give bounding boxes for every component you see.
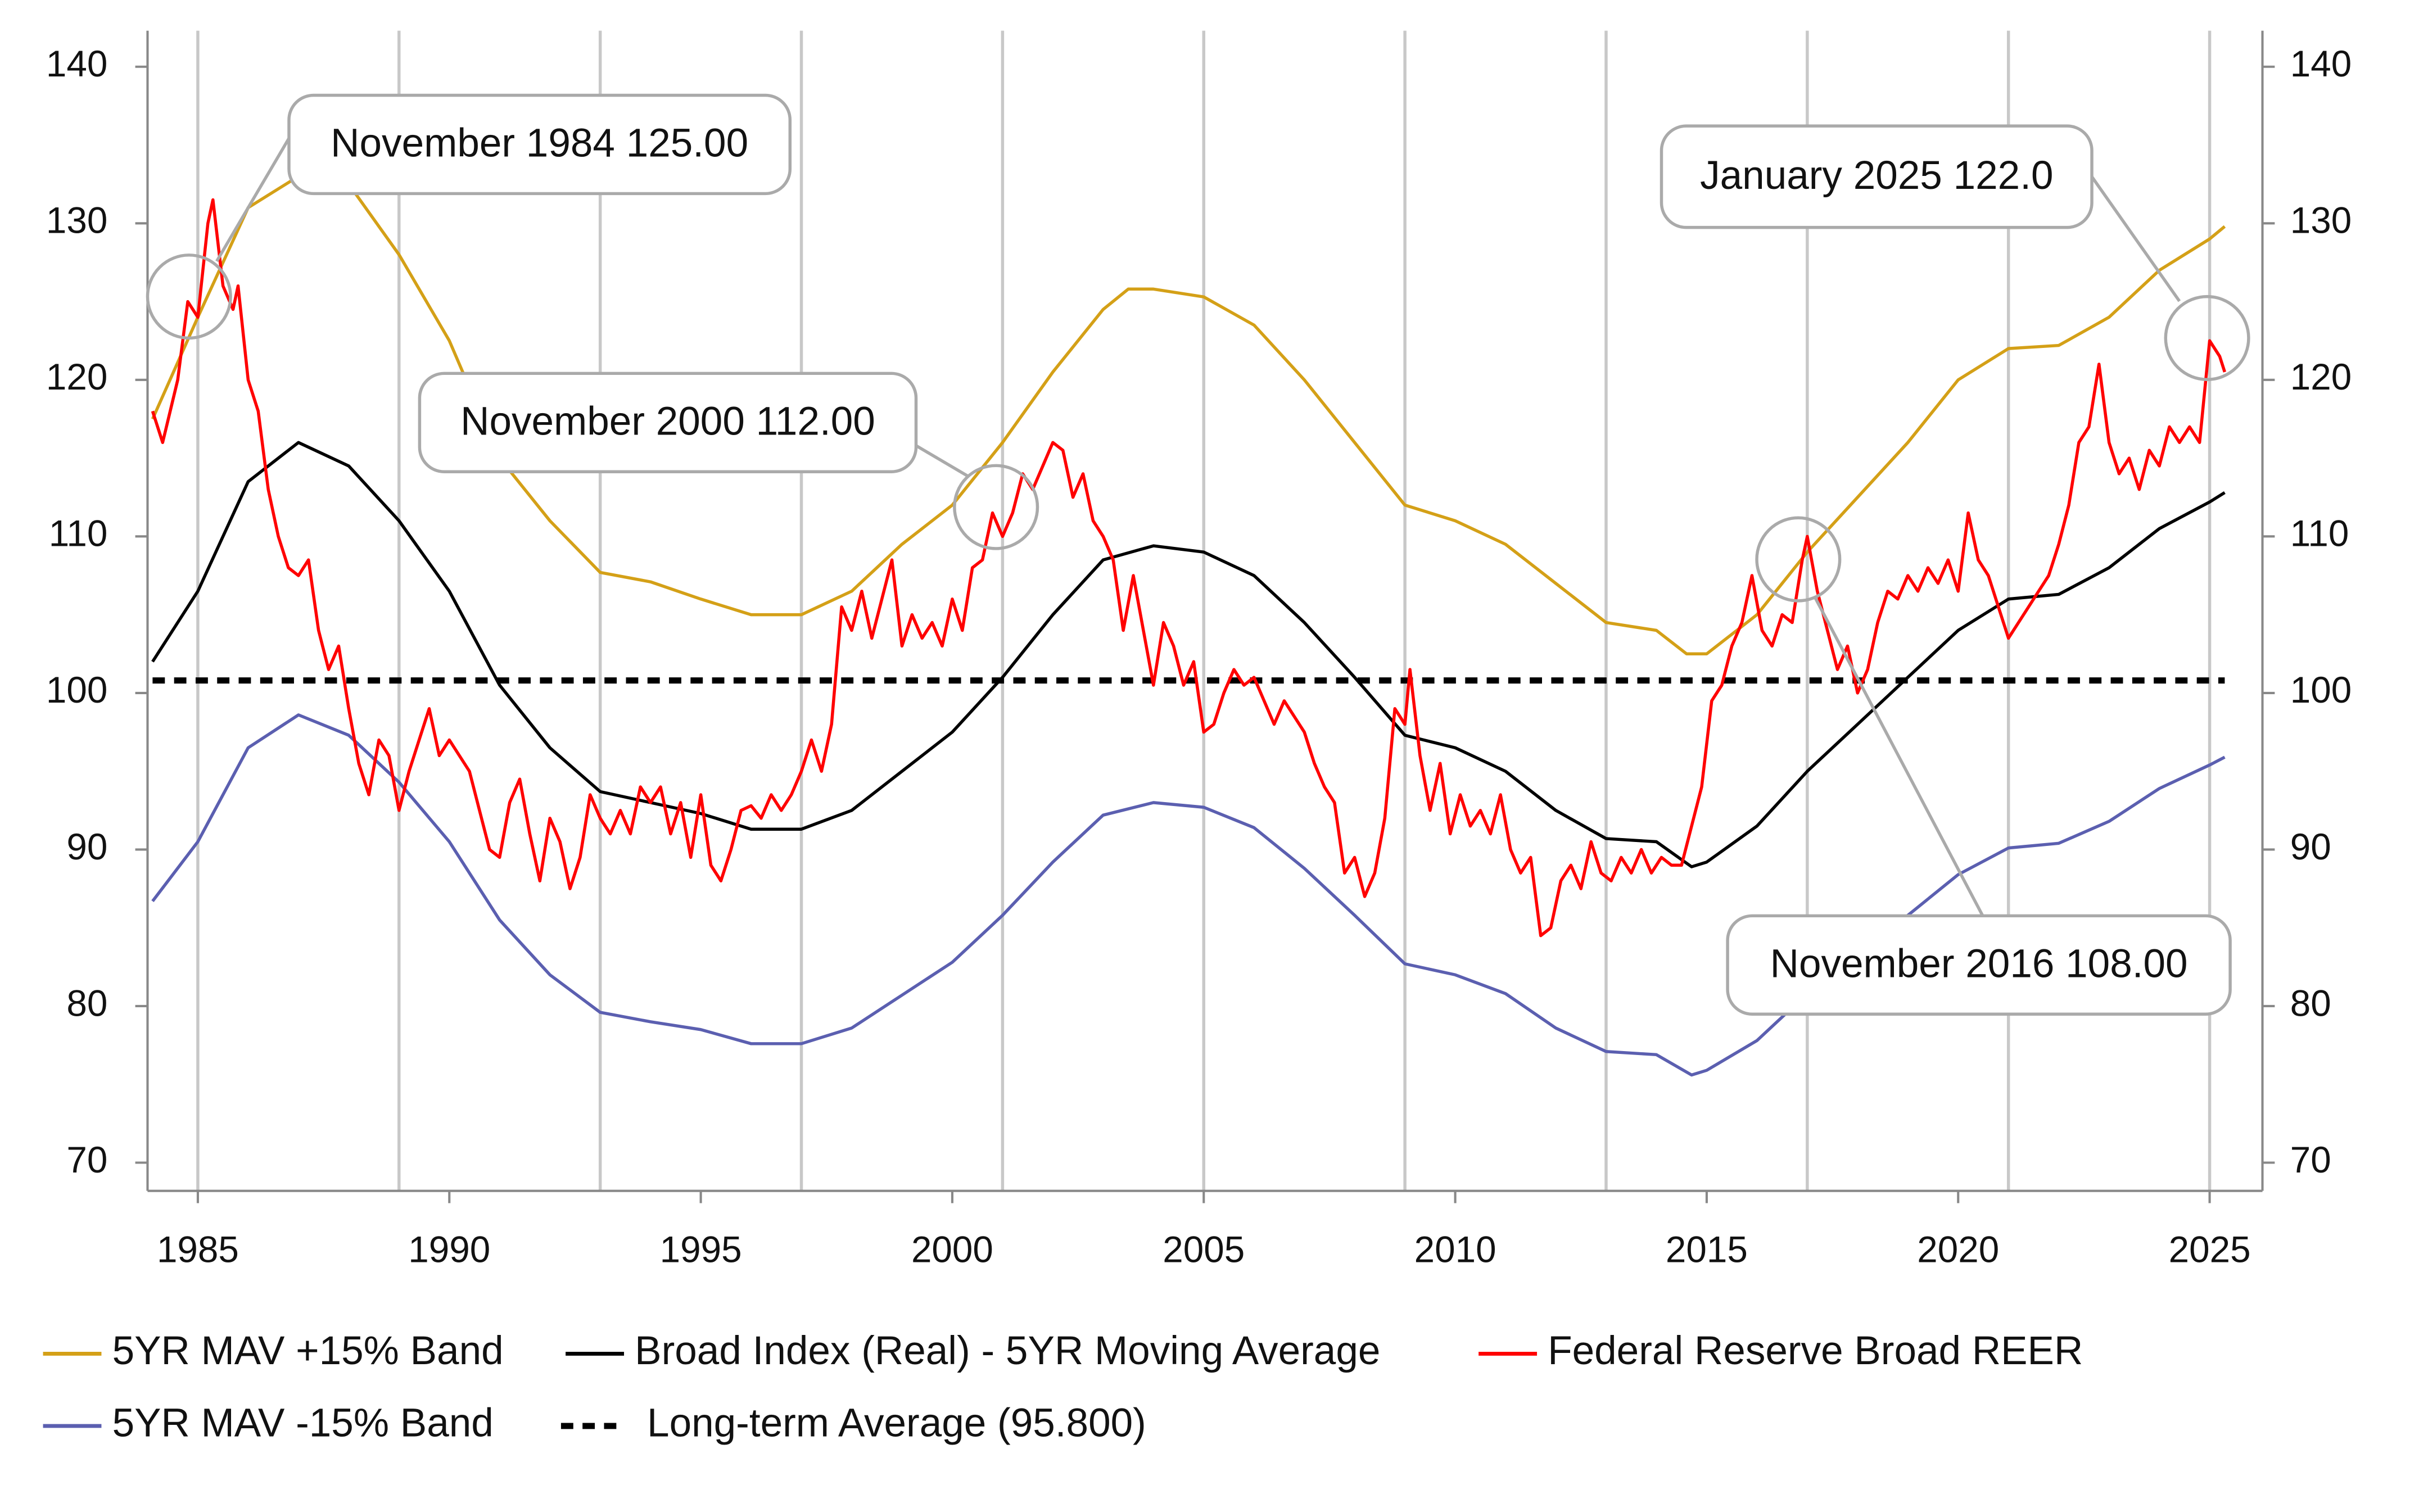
series-line xyxy=(151,198,2227,938)
legend-label: 5YR MAV +15% Band xyxy=(112,1329,504,1373)
y-tick-label: 120 xyxy=(46,356,107,397)
annotation-text: November 2016 108.00 xyxy=(1770,941,2188,986)
y2-tick-label: 90 xyxy=(2290,826,2331,867)
annotation-connector xyxy=(1814,597,1984,917)
x-tick-label: 1995 xyxy=(660,1229,742,1270)
x-tick-label: 1990 xyxy=(408,1229,490,1270)
x-tick-label: 1985 xyxy=(157,1229,239,1270)
annotation-connector xyxy=(915,444,969,478)
x-tick-label: 2015 xyxy=(1666,1229,1748,1270)
annotation-box xyxy=(418,372,918,473)
y-tick-label: 70 xyxy=(66,1139,107,1180)
y2-tick-label: 110 xyxy=(2290,513,2349,554)
annotation-connector xyxy=(2090,175,2181,302)
y2-tick-label: 70 xyxy=(2290,1139,2331,1180)
x-tick-label: 2025 xyxy=(2169,1229,2251,1270)
annotation-text: January 2025 122.0 xyxy=(1700,153,2053,198)
y2-tick-label: 100 xyxy=(2290,669,2352,710)
annotation-connector xyxy=(215,137,291,262)
annotation-circle xyxy=(146,253,232,340)
y-tick-label: 140 xyxy=(46,43,107,84)
y2-tick-label: 130 xyxy=(2290,200,2352,241)
x-tick-label: 2020 xyxy=(1917,1229,1999,1270)
annotation-circle xyxy=(1755,516,1842,603)
annotation-box xyxy=(1726,914,2232,1016)
annotation-box xyxy=(1660,124,2094,229)
legend-label: Federal Reserve Broad REER xyxy=(1548,1329,2083,1373)
annotation-text: November 1984 125.00 xyxy=(331,121,748,165)
y-tick-label: 100 xyxy=(46,669,107,710)
x-tick-label: 2010 xyxy=(1414,1229,1496,1270)
y2-tick-label: 80 xyxy=(2290,983,2331,1024)
y-tick-label: 80 xyxy=(66,983,107,1024)
annotation-text: November 2000 112.00 xyxy=(460,399,875,443)
annotation-circle xyxy=(953,464,1039,550)
x-tick-label: 2000 xyxy=(911,1229,993,1270)
y-tick-label: 130 xyxy=(46,200,107,241)
legend-label: Broad Index (Real) - 5YR Moving Average xyxy=(635,1329,1380,1373)
y-tick-label: 110 xyxy=(49,513,108,554)
y2-tick-label: 140 xyxy=(2290,43,2352,84)
legend-label: Long-term Average (95.800) xyxy=(647,1401,1146,1446)
x-tick-label: 2005 xyxy=(1163,1229,1245,1270)
legend-label: 5YR MAV -15% Band xyxy=(112,1401,494,1446)
annotation-circle xyxy=(2164,295,2250,381)
series-line xyxy=(151,441,2226,868)
y-tick-label: 90 xyxy=(66,826,107,867)
annotation-box xyxy=(287,93,792,196)
y2-tick-label: 120 xyxy=(2290,356,2352,397)
